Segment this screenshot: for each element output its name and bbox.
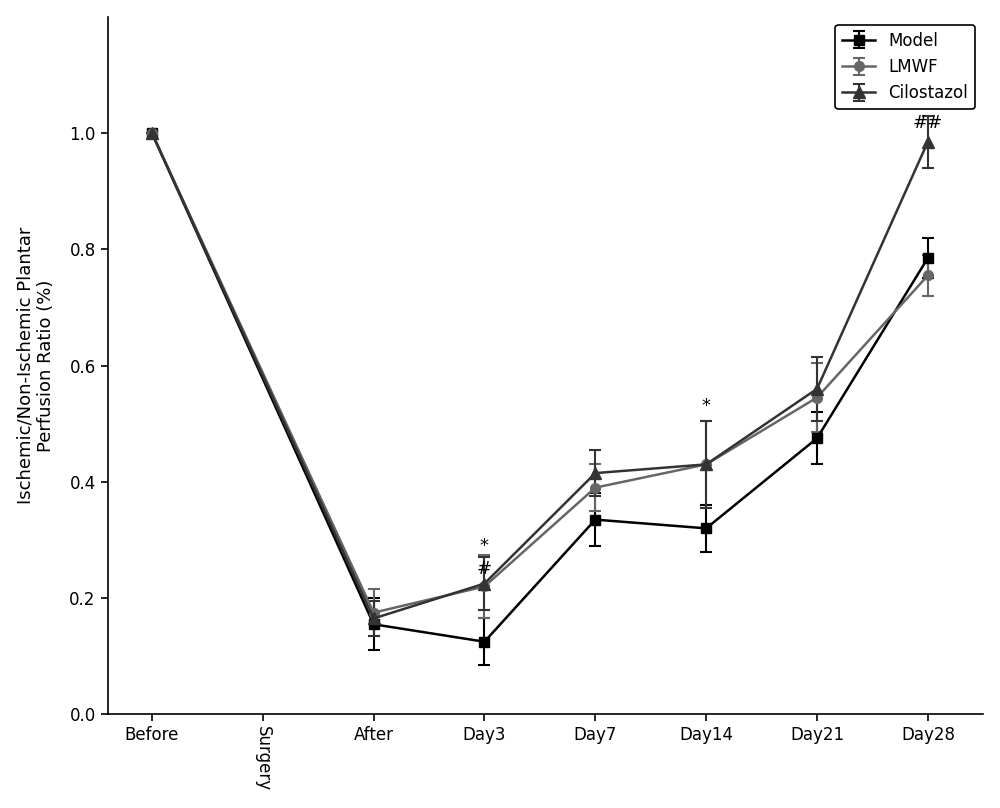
Legend: Model, LMWF, Cilostazol: Model, LMWF, Cilostazol <box>835 25 975 109</box>
Y-axis label: Ischemic/Non-Ischemic Plantar
Perfusion Ratio (%): Ischemic/Non-Ischemic Plantar Perfusion … <box>17 227 55 504</box>
Text: *: * <box>702 397 711 415</box>
Text: ##: ## <box>913 115 943 133</box>
Text: #: # <box>477 560 492 579</box>
Text: *: * <box>480 537 489 554</box>
Text: **: ** <box>919 89 937 107</box>
